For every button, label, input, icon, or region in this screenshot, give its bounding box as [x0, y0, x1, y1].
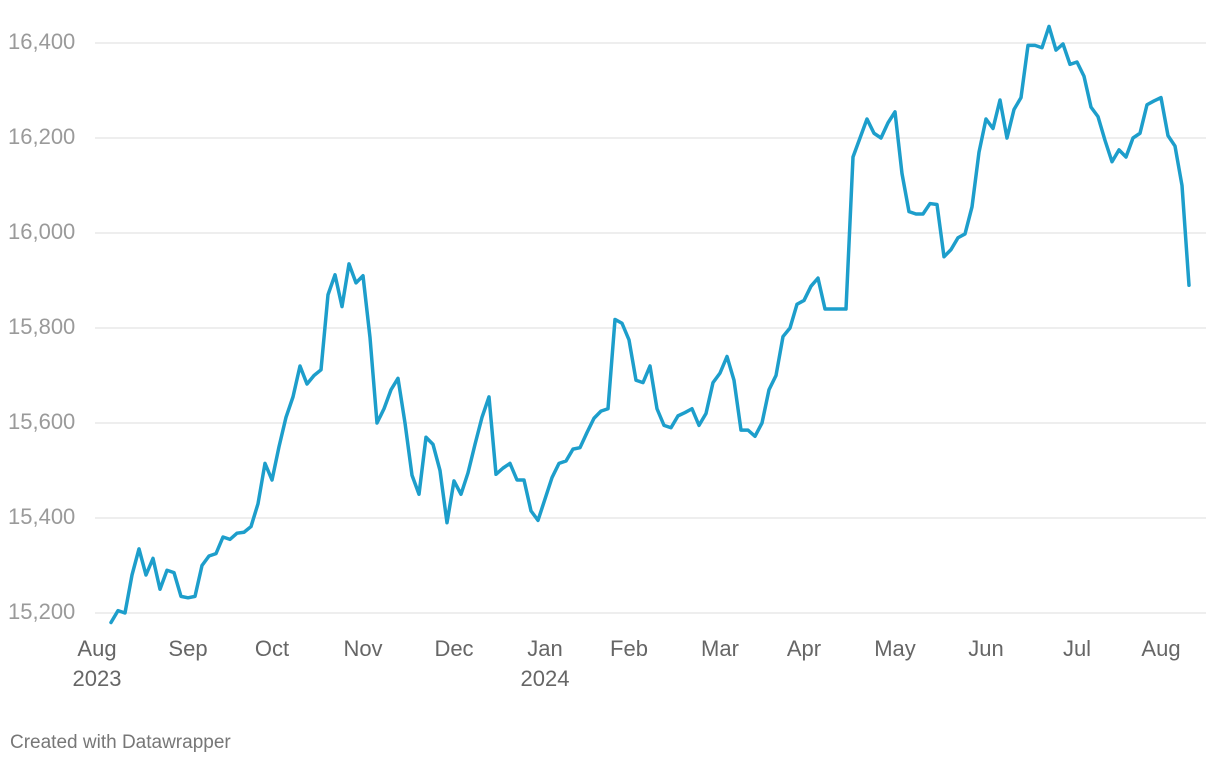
x-tick-label: Dec [434, 636, 474, 661]
source-note: Created with Datawrapper [10, 732, 231, 753]
y-tick-label: 15,600 [8, 409, 75, 434]
x-tick-label: Oct [254, 636, 290, 661]
y-tick-label: 16,000 [8, 219, 75, 244]
y-tick-label: 15,800 [8, 314, 75, 339]
y-tick-label: 16,200 [8, 124, 75, 149]
x-tick-label: Jul [1062, 636, 1092, 661]
y-tick-label: 16,400 [8, 29, 75, 54]
x-tick-label: Feb [610, 636, 648, 661]
x-tick-label: Jan 2024 [520, 636, 570, 691]
y-tick-label: 15,200 [8, 599, 75, 624]
x-tick-label: Aug 2023 [72, 636, 122, 691]
x-tick-label: Aug [1141, 636, 1181, 661]
price-line [109, 24, 1191, 625]
x-tick-label: Jun [968, 636, 1004, 661]
y-tick-label: 15,400 [8, 504, 75, 529]
x-tick-label: Sep [168, 636, 208, 661]
x-tick-label: May [874, 636, 916, 661]
x-tick-label: Mar [701, 636, 739, 661]
x-tick-label: Nov [343, 636, 383, 661]
x-tick-label: Apr [786, 636, 822, 661]
